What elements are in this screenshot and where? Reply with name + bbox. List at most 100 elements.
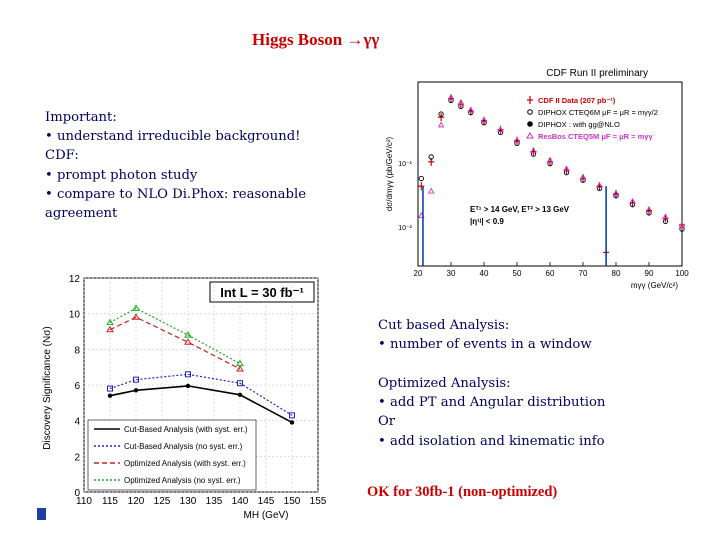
cut-annotation: Eᵀ¹ > 14 GeV, Eᵀ² > 13 GeV (470, 205, 570, 214)
series-point (106, 318, 114, 326)
legend-entry: ResBos CTEQ5M μF = μR = mγγ (538, 132, 653, 141)
diphox-point (530, 151, 537, 157)
resbos-point (678, 221, 686, 228)
resbos-point (596, 181, 603, 188)
note-line: • add PT and Angular distribution (378, 395, 606, 411)
y-tick-label: 0 (74, 488, 80, 499)
y-tick-label: 12 (69, 274, 81, 285)
note-line: Optimized Analysis: (378, 376, 511, 391)
legend: Cut-Based Analysis (with syst. err.) Cut-… (87, 419, 257, 491)
resbos-point (513, 136, 521, 143)
series-point (237, 392, 243, 398)
conclusion-text: OK for 30fb-1 (non-optimized) (367, 484, 558, 500)
resbos-point (546, 156, 554, 163)
diphox-point (596, 185, 603, 192)
y-tick-label: 10⁻¹ (398, 161, 412, 168)
x-tick-label: 145 (258, 496, 275, 507)
x-tick-label: 80 (612, 269, 621, 278)
note-line: agreement (45, 206, 118, 222)
series-point (185, 371, 191, 378)
series-point (237, 380, 243, 387)
legend: CDF II Data (207 pb⁻¹) DIPHOX CTEQ6M μF =… (526, 96, 658, 141)
note-line: • prompt photon study (45, 167, 198, 183)
x-tick-label: 70 (579, 269, 588, 278)
resbos-point (447, 93, 455, 100)
x-axis-label: MH (GeV) (244, 510, 289, 521)
x-tick-label: 40 (480, 269, 489, 278)
legend-entry: Cut-Based Analysis (no syst. err.) (124, 442, 243, 451)
diphox-point (438, 111, 444, 117)
y-tick-label: 6 (74, 381, 80, 392)
note-line: • add isolation and kinematic info (378, 433, 605, 449)
series-point (184, 331, 192, 338)
series-point (289, 420, 295, 425)
series-point (185, 383, 191, 389)
diphox-point (629, 202, 636, 208)
resbos-point (497, 126, 504, 133)
chart-title: Int L = 30 fb⁻¹ (220, 285, 304, 300)
x-tick-label: 150 (284, 496, 301, 507)
luminosity-box (209, 281, 315, 303)
x-tick-label: 50 (513, 269, 522, 278)
diphox-point (547, 160, 553, 167)
resbos-point (579, 173, 587, 180)
diphox-point (481, 120, 487, 126)
x-tick-label: 120 (128, 496, 145, 507)
series-point (107, 393, 113, 398)
y-tick-label: 4 (74, 417, 80, 428)
resbos-point (427, 187, 435, 194)
resbos-point (480, 116, 488, 123)
legend-entry: DIPHOX CTEQ6M μF = μR = mγγ/2 (538, 108, 658, 117)
legend-entry: Cut-Based Analysis (with syst. err.) (124, 425, 248, 434)
resbos-point (530, 146, 537, 153)
note-line: Important: (45, 110, 117, 125)
y-axis-label: Discovery Significance (Nσ) (42, 326, 53, 449)
x-tick-label: 60 (546, 269, 555, 278)
resbos-point (612, 189, 620, 196)
series-point (133, 388, 139, 393)
x-axis-label: mγγ (GeV/c²) (631, 281, 678, 290)
series-line (109, 316, 241, 370)
resbos-point (457, 98, 465, 105)
x-tick-label: 140 (232, 496, 249, 507)
series-point (106, 325, 114, 333)
diphox-point (563, 169, 570, 176)
diphox-point (448, 97, 454, 104)
diphox-point (428, 154, 434, 160)
series-line (109, 373, 293, 416)
y-tick-label: 8 (74, 345, 80, 356)
x-tick-label: 30 (447, 269, 456, 278)
y-axis-label: dσ/dmγγ (pb/GeV/c²) (385, 137, 394, 212)
note-line: CDF: (45, 148, 79, 164)
diphox-point (418, 175, 424, 182)
cut-annotation: |η¹ʲ| < 0.9 (470, 217, 504, 226)
series-point (133, 376, 139, 383)
diphox-point (514, 140, 520, 146)
series-point (132, 313, 140, 320)
legend-entry: Optimized Analysis (with syst. err.) (124, 459, 246, 468)
legend-entry: DIPHOX : with gg@NLO (538, 120, 620, 129)
series-point (236, 359, 244, 367)
legend-entry: CDF II Data (207 pb⁻¹) (538, 96, 616, 105)
resbos-point (645, 206, 653, 212)
series-point (107, 385, 113, 392)
diphox-point (497, 129, 504, 136)
series-point (236, 364, 244, 372)
optimized-notes: Optimized Analysis: • add PT and Angular… (378, 374, 605, 451)
note-line: Cut based Analysis: (378, 318, 510, 333)
slide-title: Higgs Boson →γγ (252, 30, 380, 49)
chart-title: CDF Run II preliminary (546, 68, 648, 79)
y-tick-label: 2 (74, 452, 80, 463)
y-tick-label: 10 (69, 310, 81, 321)
diphox-point (646, 210, 652, 216)
diphox-point (580, 177, 586, 183)
note-line: • compare to NLO Di.Phox: reasonable (45, 186, 306, 202)
x-tick-label: 115 (102, 496, 118, 507)
resbos-point (563, 165, 570, 172)
resbos-point (437, 121, 445, 128)
x-tick-label: 155 (310, 496, 327, 507)
cdf-spectrum-chart: CDF Run II preliminary dσ/dmγγ (pb/GeV/c… (378, 62, 694, 292)
x-tick-label: 110 (76, 496, 92, 507)
series-line (109, 307, 241, 365)
notes-block: Important: • understand irreducible back… (45, 108, 335, 223)
